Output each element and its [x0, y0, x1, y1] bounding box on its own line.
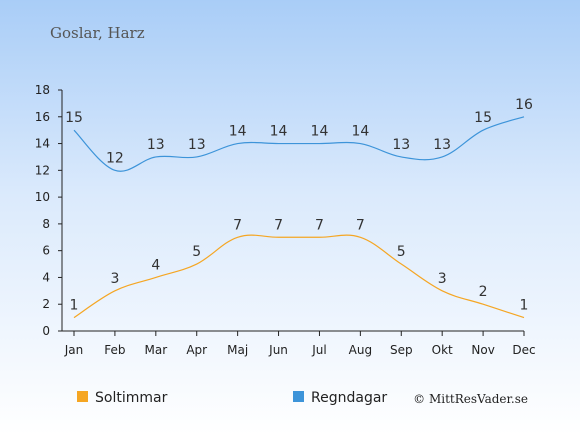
data-label: 5: [397, 244, 406, 260]
series-layer: [73, 116, 525, 319]
x-tick-label: Jun: [268, 343, 288, 357]
data-label: 13: [392, 137, 410, 153]
data-label: 15: [65, 110, 83, 126]
y-tick-label: 12: [35, 163, 50, 177]
x-tick-label: Okt: [432, 343, 453, 357]
data-label: 16: [515, 97, 533, 113]
x-tick-label: Maj: [227, 343, 248, 357]
data-label: 7: [274, 217, 283, 233]
chart-title: Goslar, Harz: [50, 24, 145, 42]
data-label: 4: [151, 257, 160, 273]
y-tick-label: 2: [42, 297, 50, 311]
data-label: 5: [192, 244, 201, 260]
data-label: 7: [233, 217, 242, 233]
data-label: 13: [188, 137, 206, 153]
y-tick-label: 0: [42, 324, 50, 338]
data-label: 14: [229, 124, 247, 140]
x-tick-label: Sep: [390, 343, 413, 357]
data-label: 14: [311, 124, 329, 140]
x-tick-label: Jan: [64, 343, 84, 357]
data-label: 14: [270, 124, 288, 140]
y-tick-label: 14: [35, 137, 50, 151]
legend-label-0: Soltimmar: [95, 390, 168, 406]
data-label: 7: [356, 217, 365, 233]
y-tick-label: 6: [42, 244, 50, 258]
y-tick-label: 16: [35, 110, 50, 124]
data-label: 13: [147, 137, 165, 153]
x-tick-label: Apr: [186, 343, 207, 357]
data-label: 15: [474, 110, 492, 126]
data-label: 12: [106, 150, 124, 166]
data-label: 1: [70, 298, 79, 314]
y-tick-label: 18: [35, 83, 50, 97]
legend: Soltimmar Regndagar: [77, 390, 387, 406]
copyright-text: © MittResVader.se: [413, 392, 528, 406]
data-label: 2: [479, 284, 488, 300]
y-tick-label: 4: [42, 270, 50, 284]
data-label: 3: [110, 271, 119, 287]
legend-swatch-0: [77, 391, 88, 402]
x-tick-label: Nov: [471, 343, 494, 357]
data-label: 7: [315, 217, 324, 233]
data-label: 1: [520, 298, 529, 314]
data-label: 3: [438, 271, 447, 287]
y-tick-label: 10: [35, 190, 50, 204]
data-label: 13: [433, 137, 451, 153]
data-label: 14: [351, 124, 369, 140]
x-tick-label: Feb: [104, 343, 125, 357]
x-tick-label: Aug: [349, 343, 372, 357]
y-tick-label: 8: [42, 217, 50, 231]
legend-label-1: Regndagar: [311, 390, 387, 406]
x-tick-label: Jul: [311, 343, 326, 357]
series-line-1: [73, 116, 525, 172]
series-line-0: [73, 234, 525, 319]
legend-swatch-1: [293, 391, 304, 402]
x-tick-label: Mar: [144, 343, 167, 357]
x-tick-label: Dec: [512, 343, 535, 357]
